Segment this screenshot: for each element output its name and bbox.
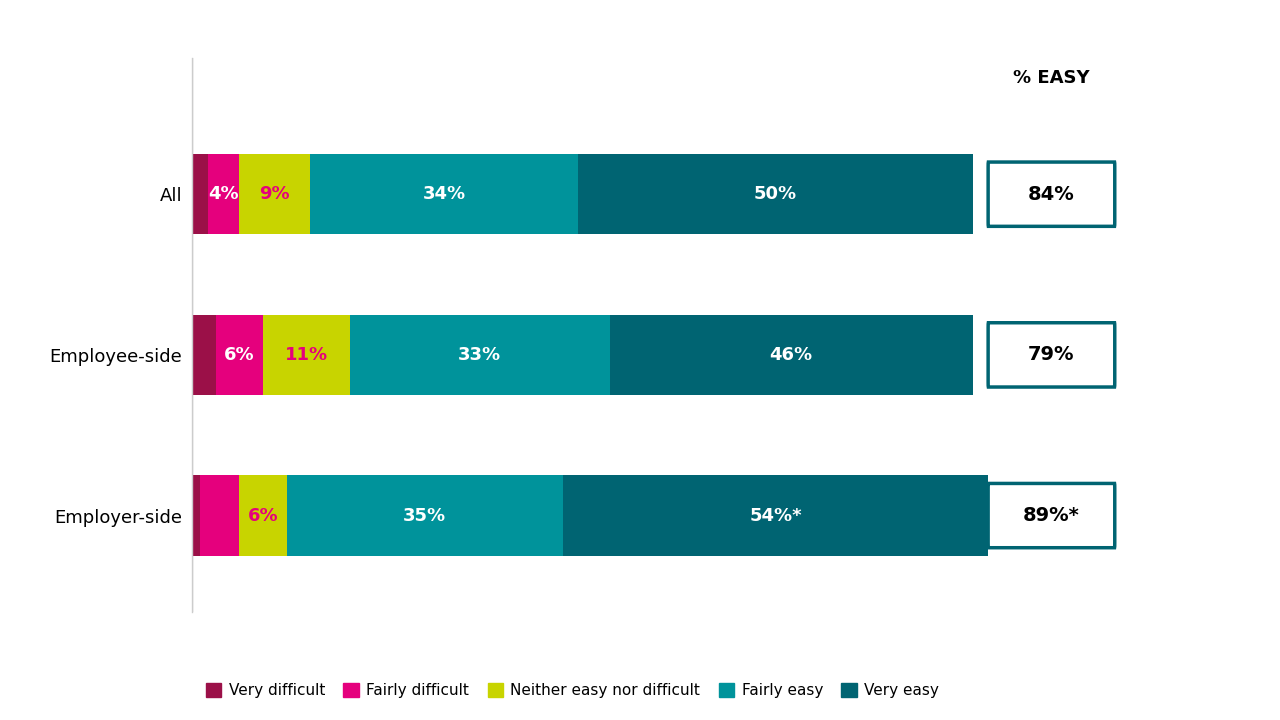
Text: 46%: 46% <box>769 346 813 364</box>
Legend: Very difficult, Fairly difficult, Neither easy nor difficult, Fairly easy, Very : Very difficult, Fairly difficult, Neithe… <box>200 677 945 704</box>
Text: 9%: 9% <box>260 185 291 203</box>
Bar <box>239 154 310 235</box>
Bar <box>262 315 349 395</box>
Bar <box>192 154 207 235</box>
Text: 33%: 33% <box>458 346 502 364</box>
Text: 4%: 4% <box>209 185 239 203</box>
Bar <box>349 315 609 395</box>
Text: 11%: 11% <box>284 346 328 364</box>
Text: 54%*: 54%* <box>749 507 801 525</box>
Bar <box>207 154 239 235</box>
Text: 6%: 6% <box>224 346 255 364</box>
Bar <box>609 315 973 395</box>
Text: 84%: 84% <box>1028 185 1075 204</box>
Text: 50%: 50% <box>754 185 797 203</box>
Bar <box>287 475 563 556</box>
Text: % EASY: % EASY <box>1014 70 1089 88</box>
Bar <box>579 154 973 235</box>
Text: 34%: 34% <box>422 185 466 203</box>
FancyBboxPatch shape <box>988 483 1115 548</box>
FancyBboxPatch shape <box>988 162 1115 226</box>
Text: 89%*: 89%* <box>1023 506 1080 525</box>
Bar <box>239 475 287 556</box>
Bar <box>200 475 239 556</box>
Bar <box>563 475 988 556</box>
Bar <box>215 315 262 395</box>
Text: 6%: 6% <box>247 507 278 525</box>
Bar <box>192 475 200 556</box>
Bar <box>192 315 215 395</box>
Bar <box>310 154 579 235</box>
FancyBboxPatch shape <box>988 323 1115 387</box>
Text: 35%: 35% <box>403 507 447 525</box>
Text: 79%: 79% <box>1028 346 1075 364</box>
